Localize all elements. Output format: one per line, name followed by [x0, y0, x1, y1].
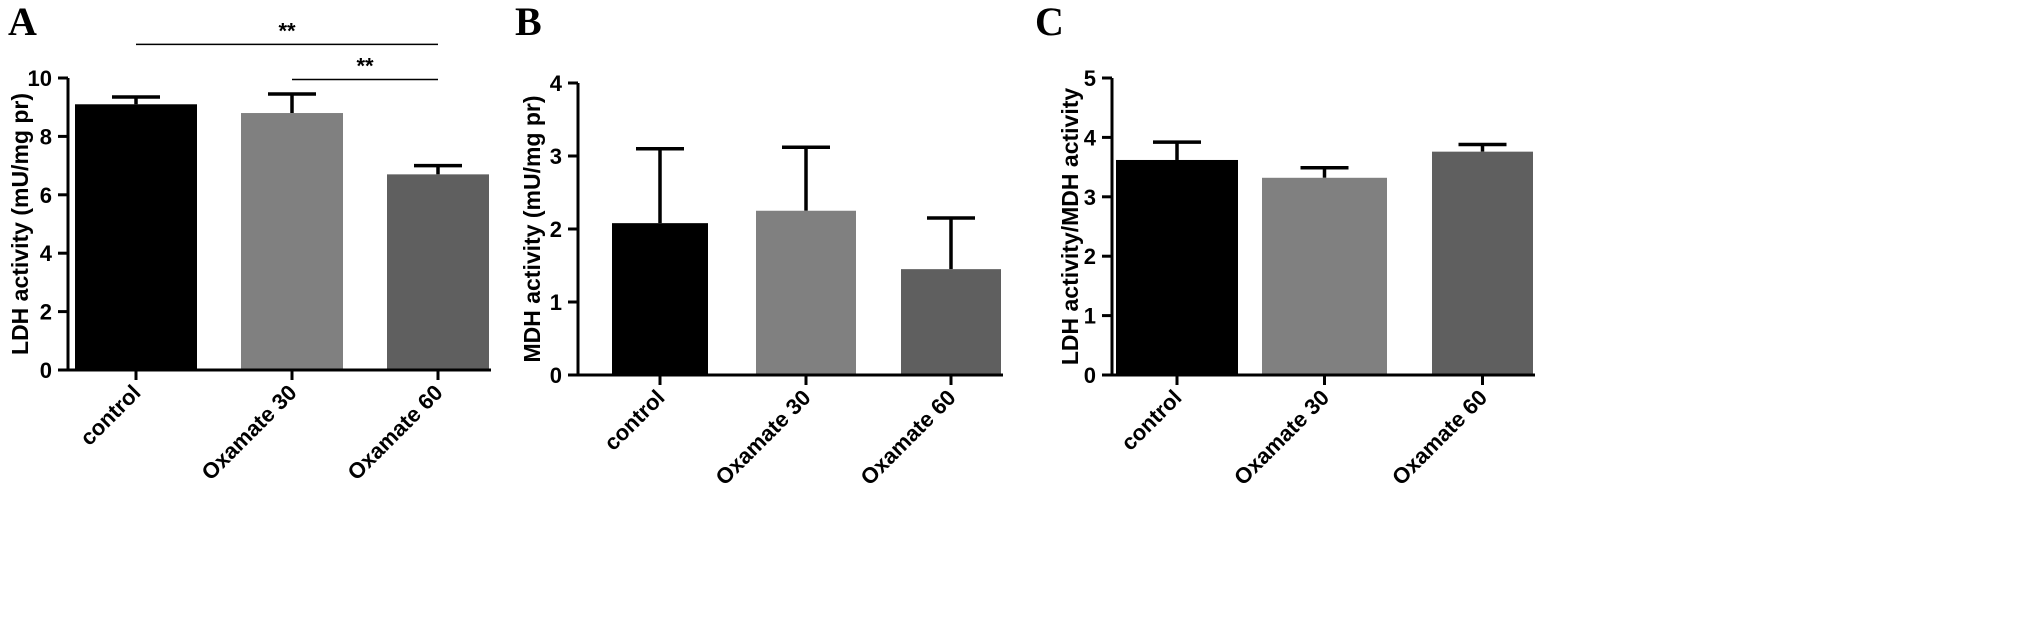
panel-a-category-label: Oxamate 60	[343, 380, 448, 485]
panel-a-y-tick-label: 2	[40, 300, 52, 325]
panel-b-y-tick-label: 3	[550, 144, 562, 169]
panel-a-bar-0	[75, 104, 197, 370]
panel-a-y-tick-label: 8	[40, 124, 52, 149]
panel-a-y-tick-label: 4	[40, 241, 53, 266]
panel-b-category-label: control	[599, 385, 669, 455]
panel-c-y-tick-label: 4	[1084, 125, 1097, 150]
panel-b-y-tick-label: 0	[550, 363, 562, 388]
panel-b-bar-1	[756, 210, 856, 375]
panel-a-significance-label: **	[278, 18, 296, 43]
panel-b-category-label: Oxamate 30	[711, 385, 816, 490]
panel-b-y-tick-label: 4	[550, 71, 563, 96]
panel-c-category-label: Oxamate 60	[1387, 385, 1492, 490]
panel-a-significance-label: **	[356, 53, 374, 78]
panel-b-y-tick-label: 1	[550, 290, 562, 315]
panel-c-bar-1	[1262, 177, 1387, 375]
panel-b-letter: B	[515, 0, 542, 44]
panel-c-bar-0	[1116, 159, 1238, 375]
panel-a-category-label: control	[75, 380, 145, 450]
panel-c-category-label: control	[1116, 385, 1186, 455]
panel-c-letter: C	[1035, 0, 1064, 44]
panel-a-letter: A	[8, 0, 37, 44]
panel-b-category-label: Oxamate 60	[856, 385, 961, 490]
panel-a-bar-1	[241, 113, 343, 370]
panel-b-y-axis-title: MDH activity (mU/mg pr)	[519, 95, 545, 362]
panel-a-y-axis-title: LDH activity (mU/mg pr)	[7, 93, 33, 355]
panel-a-y-tick-label: 6	[40, 183, 52, 208]
panel-c-y-tick-label: 0	[1084, 363, 1096, 388]
panel-b: B MDH activity (mU/mg pr)0 1 2 3 4 control Oxam…	[515, 0, 1003, 490]
panel-a: A LDH activity (mU/mg pr) 0 2 4 6 8 10 control Ox…	[7, 0, 491, 485]
panel-c-y-tick-label: 2	[1084, 244, 1096, 269]
panel-b-bar-2	[901, 269, 1001, 375]
panel-a-y-tick-label: 0	[40, 358, 52, 383]
panel-c-y-tick-label: 5	[1084, 66, 1096, 91]
panel-c-y-tick-label: 1	[1084, 304, 1096, 329]
panel-c-y-tick-label: 3	[1084, 185, 1096, 210]
panel-a-bar-2	[387, 174, 489, 370]
panel-a-y-tick-label: 10	[28, 66, 52, 91]
panel-c-category-label: Oxamate 30	[1229, 385, 1334, 490]
panel-c-y-axis-title: LDH activity/MDH activity	[1057, 88, 1083, 366]
panel-b-y-tick-label: 2	[550, 217, 562, 242]
panel-b-bar-0	[612, 223, 708, 375]
panel-c-bar-2	[1432, 151, 1533, 375]
panel-a-category-label: Oxamate 30	[197, 380, 302, 485]
